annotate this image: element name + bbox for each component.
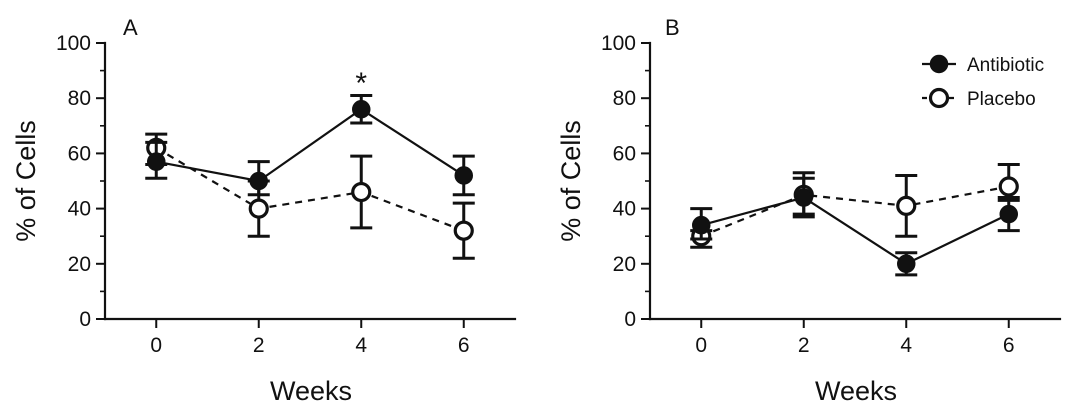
data-point [999, 204, 1018, 224]
legend-entry-placebo: Placebo [922, 87, 1036, 110]
panel-b-y-axis-title: % of Cells [556, 120, 586, 242]
y-tick-label: 20 [68, 253, 91, 276]
panel-a-label: A [123, 15, 138, 40]
data-point [454, 166, 473, 185]
data-point [896, 195, 917, 216]
y-tick-label: 80 [613, 87, 636, 110]
y-tick-label: 100 [601, 32, 636, 55]
x-tick-label: 6 [1003, 334, 1015, 357]
panel-a-series [145, 93, 475, 260]
legend-marker [928, 87, 950, 109]
chart-panel-a: 0 20 40 60 80 100 0 2 4 6 * A % of Cells Weeks [11, 15, 517, 406]
y-tick-label: 20 [613, 253, 636, 276]
y-tick-label: 40 [68, 198, 91, 221]
x-tick-label: 2 [253, 334, 265, 357]
panel-a-y-axis-title: % of Cells [11, 120, 41, 242]
legend-entry-antibiotic: Antibiotic [922, 54, 1044, 76]
data-point [249, 171, 268, 191]
x-tick-label: 4 [900, 334, 912, 357]
data-point [998, 176, 1019, 197]
data-point [147, 152, 166, 171]
data-point [794, 188, 813, 207]
panel-b-series [690, 162, 1020, 277]
x-tick-label: 4 [355, 334, 367, 357]
series-line [156, 107, 465, 183]
series-antibiotic [145, 93, 475, 197]
significance-asterisk: * [355, 67, 367, 100]
y-tick-label: 60 [613, 142, 636, 165]
x-tick-label: 2 [798, 334, 810, 357]
legend-label: Antibiotic [967, 55, 1044, 76]
panel-a-x-axis-title: Weeks [270, 376, 352, 406]
data-point [453, 220, 474, 241]
panel-b-legend: Antibiotic Placebo [922, 54, 1044, 110]
legend-label: Placebo [967, 89, 1036, 110]
panel-b-x-axis-title: Weeks [815, 376, 897, 406]
chart-panel-b: 0 20 40 60 80 100 0 2 4 6 B % of Cells Weeks Anti… [556, 15, 1062, 406]
y-tick-label: 60 [68, 142, 91, 165]
panel-a-axes: 0 20 40 60 80 100 0 2 4 6 * [56, 32, 517, 357]
x-tick-label: 6 [458, 334, 470, 357]
y-tick-label: 0 [79, 308, 91, 331]
panel-b-label: B [665, 15, 680, 40]
series-antibiotic [690, 176, 1020, 277]
x-tick-label: 0 [150, 334, 162, 357]
series-placebo [145, 132, 475, 260]
series-line [700, 196, 1010, 266]
legend-marker [929, 54, 949, 74]
series-line [155, 146, 465, 232]
data-point [897, 254, 916, 274]
x-tick-label: 0 [695, 334, 707, 357]
series-line [700, 185, 1009, 238]
y-tick-label: 0 [624, 308, 636, 331]
data-point [692, 215, 711, 235]
y-tick-label: 100 [56, 32, 91, 55]
data-point [352, 99, 371, 119]
data-point [248, 198, 269, 219]
data-point [351, 181, 372, 203]
panel-b-axes: 0 20 40 60 80 100 0 2 4 6 [601, 32, 1062, 357]
y-tick-label: 40 [613, 198, 636, 221]
series-placebo [690, 162, 1020, 249]
y-tick-label: 80 [68, 87, 91, 110]
